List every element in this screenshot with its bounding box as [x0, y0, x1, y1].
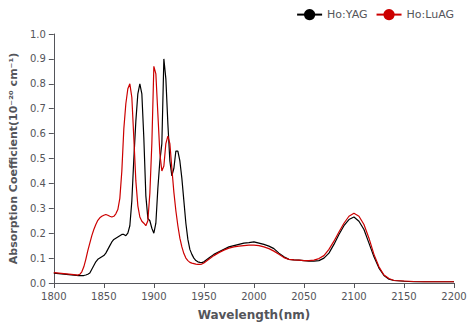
- svg-text:2200: 2200: [441, 291, 466, 302]
- svg-text:2000: 2000: [241, 291, 266, 302]
- svg-text:0.3: 0.3: [30, 203, 46, 214]
- svg-text:1.0: 1.0: [30, 29, 46, 40]
- svg-text:0.1: 0.1: [30, 253, 46, 264]
- svg-text:0.6: 0.6: [30, 128, 46, 139]
- svg-text:Absorption Coefficient(10⁻²⁰ c: Absorption Coefficient(10⁻²⁰ cm⁻¹): [7, 53, 20, 264]
- svg-text:0.4: 0.4: [30, 178, 46, 189]
- svg-text:0.8: 0.8: [30, 78, 46, 89]
- svg-text:1900: 1900: [141, 291, 166, 302]
- svg-text:0.2: 0.2: [30, 228, 46, 239]
- svg-text:1850: 1850: [91, 291, 116, 302]
- svg-text:0.0: 0.0: [30, 278, 46, 289]
- svg-text:Ho:LuAG: Ho:LuAG: [407, 8, 454, 21]
- svg-text:2050: 2050: [291, 291, 316, 302]
- svg-text:0.7: 0.7: [30, 103, 46, 114]
- svg-text:2100: 2100: [341, 291, 366, 302]
- svg-text:1950: 1950: [191, 291, 216, 302]
- svg-text:Ho:YAG: Ho:YAG: [327, 8, 367, 21]
- svg-text:2150: 2150: [391, 291, 416, 302]
- svg-text:0.5: 0.5: [30, 153, 46, 164]
- svg-text:1800: 1800: [41, 291, 66, 302]
- svg-text:Wavelength(nm): Wavelength(nm): [198, 308, 311, 322]
- svg-text:0.9: 0.9: [30, 53, 46, 64]
